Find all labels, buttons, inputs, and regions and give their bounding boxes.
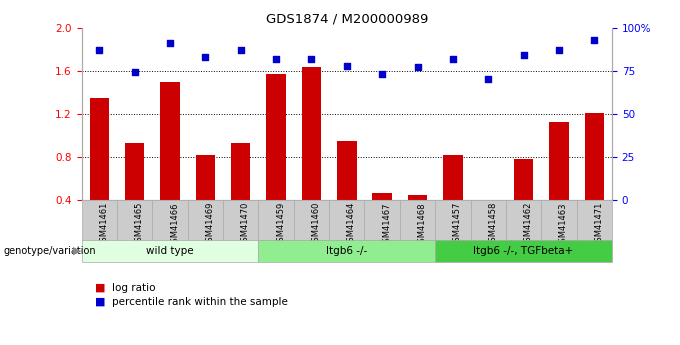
Text: GSM41458: GSM41458 <box>488 202 497 247</box>
Text: GSM41467: GSM41467 <box>382 202 391 248</box>
Text: GSM41468: GSM41468 <box>418 202 426 248</box>
Text: GSM41460: GSM41460 <box>311 202 320 247</box>
Title: GDS1874 / M200000989: GDS1874 / M200000989 <box>266 12 428 25</box>
Bar <box>267 74 286 200</box>
Point <box>200 54 211 60</box>
Text: GSM41465: GSM41465 <box>135 202 143 247</box>
Text: GSM41462: GSM41462 <box>524 202 532 247</box>
Point <box>129 70 140 75</box>
Bar <box>479 200 498 202</box>
Bar <box>125 143 144 200</box>
Text: genotype/variation: genotype/variation <box>3 246 96 256</box>
Bar <box>160 81 180 200</box>
Bar <box>90 98 109 200</box>
Bar <box>302 68 321 200</box>
Point <box>483 77 494 82</box>
Text: Itgb6 -/-: Itgb6 -/- <box>326 246 367 256</box>
Point <box>412 65 423 70</box>
Text: GSM41459: GSM41459 <box>276 202 285 247</box>
FancyBboxPatch shape <box>329 200 364 240</box>
FancyBboxPatch shape <box>188 200 223 240</box>
FancyBboxPatch shape <box>223 200 258 240</box>
FancyBboxPatch shape <box>258 200 294 240</box>
Bar <box>585 113 604 200</box>
Bar <box>337 141 356 200</box>
Text: ■: ■ <box>95 297 105 307</box>
Text: GSM41470: GSM41470 <box>241 202 250 247</box>
Point <box>554 47 564 53</box>
Text: Itgb6 -/-, TGFbeta+: Itgb6 -/-, TGFbeta+ <box>473 246 574 256</box>
FancyBboxPatch shape <box>117 200 152 240</box>
Point <box>447 56 458 61</box>
Text: ■: ■ <box>95 283 105 293</box>
Bar <box>196 155 215 200</box>
FancyBboxPatch shape <box>82 200 117 240</box>
Point <box>306 56 317 61</box>
Text: GSM41469: GSM41469 <box>205 202 214 247</box>
Text: wild type: wild type <box>146 246 194 256</box>
Text: GSM41466: GSM41466 <box>170 202 179 248</box>
Point <box>165 40 175 46</box>
Point <box>589 37 600 42</box>
Text: GSM41471: GSM41471 <box>594 202 603 247</box>
FancyBboxPatch shape <box>258 240 435 262</box>
FancyBboxPatch shape <box>435 240 612 262</box>
Text: GSM41464: GSM41464 <box>347 202 356 247</box>
Bar <box>408 195 427 200</box>
Point <box>377 71 388 77</box>
Bar <box>514 159 533 200</box>
FancyBboxPatch shape <box>541 200 577 240</box>
FancyBboxPatch shape <box>364 200 400 240</box>
FancyBboxPatch shape <box>400 200 435 240</box>
Bar <box>443 155 462 200</box>
FancyBboxPatch shape <box>82 240 258 262</box>
Text: log ratio: log ratio <box>112 283 156 293</box>
Bar <box>549 122 568 200</box>
Point <box>235 47 246 53</box>
Point <box>271 56 282 61</box>
Text: GSM41461: GSM41461 <box>99 202 108 247</box>
Point <box>341 63 352 68</box>
FancyBboxPatch shape <box>471 200 506 240</box>
Text: ▶: ▶ <box>73 246 82 256</box>
Text: GSM41463: GSM41463 <box>559 202 568 248</box>
Text: percentile rank within the sample: percentile rank within the sample <box>112 297 288 307</box>
Bar <box>373 193 392 200</box>
FancyBboxPatch shape <box>152 200 188 240</box>
Point <box>94 47 105 53</box>
FancyBboxPatch shape <box>577 200 612 240</box>
FancyBboxPatch shape <box>294 200 329 240</box>
Text: GSM41457: GSM41457 <box>453 202 462 247</box>
FancyBboxPatch shape <box>506 200 541 240</box>
FancyBboxPatch shape <box>435 200 471 240</box>
Bar <box>231 143 250 200</box>
Point <box>518 52 529 58</box>
